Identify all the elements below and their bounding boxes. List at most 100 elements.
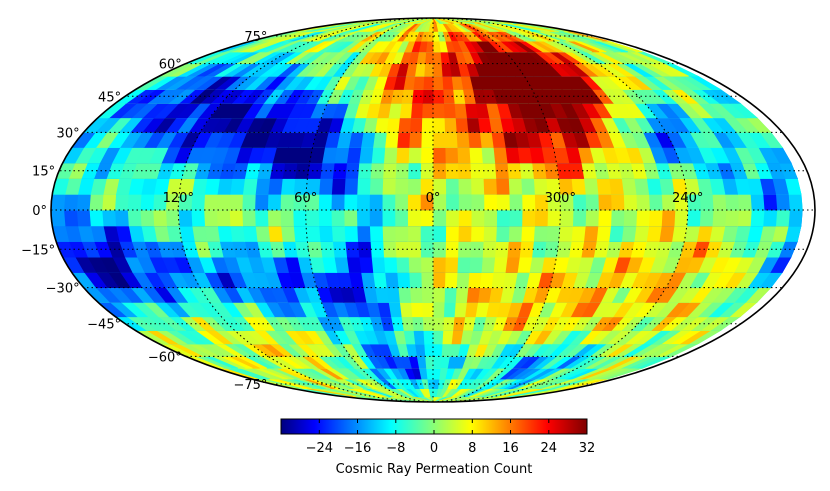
heatmap-cell (467, 131, 482, 148)
longitude-labels: 120° 60° 0° 300° 240° (163, 191, 704, 206)
heatmap-cell (622, 193, 638, 211)
latitude-tick-label: 45° (98, 90, 121, 105)
heatmap-cell (432, 63, 443, 77)
heatmap-cell (440, 63, 452, 77)
heatmap-cell (477, 117, 492, 133)
heatmap-cell (384, 272, 399, 289)
longitude-tick-label: 120° (163, 191, 194, 206)
heatmap-cell (394, 162, 409, 179)
colorbar-tick-label: 0 (430, 441, 438, 456)
heatmap-cell (317, 209, 332, 227)
heatmap-cell (518, 162, 534, 179)
heatmap-cell (508, 193, 523, 211)
latitude-tick-label: 60° (159, 58, 182, 73)
heatmap-cell (482, 225, 497, 242)
heatmap-cell (467, 272, 482, 289)
heatmap-cell (762, 209, 778, 227)
latitude-tick-label: −60° (148, 350, 182, 365)
heatmap-cell (229, 225, 246, 242)
heatmap-cell (421, 102, 434, 119)
heatmap-cell (749, 193, 765, 211)
heatmap-cell (711, 193, 727, 211)
heatmap-cell (343, 225, 359, 242)
heatmap-cell (610, 193, 625, 211)
heatmap-cell (453, 301, 467, 318)
heatmap-cell (608, 225, 624, 242)
heatmap-cell (445, 225, 459, 242)
colorbar-tick-label: −8 (386, 441, 405, 456)
heatmap-cell (439, 51, 450, 64)
heatmap-cell (660, 209, 676, 227)
heatmap-cell (216, 193, 231, 211)
heatmap-cell (457, 178, 472, 195)
longitude-tick-label: 60° (294, 191, 317, 206)
heatmap-cell (495, 178, 510, 195)
heatmap-cell (369, 225, 384, 242)
latitude-tick-label: −15° (21, 243, 55, 258)
heatmap-cell (370, 147, 386, 164)
heatmap-cell (407, 147, 422, 164)
heatmap-cell (635, 209, 650, 227)
heatmap-cell (383, 147, 398, 164)
heatmap-cell (279, 209, 294, 227)
heatmap-cell (305, 225, 321, 242)
heatmap-cell (595, 225, 612, 242)
heatmap-cell (468, 256, 483, 273)
heatmap-cell (280, 178, 296, 195)
meridian-line (177, 18, 434, 402)
heatmap-cell (76, 193, 91, 211)
heatmap-cell (51, 209, 66, 227)
heatmap-cell (165, 209, 180, 227)
heatmap-cell (409, 117, 423, 133)
heatmap-cell (241, 209, 256, 227)
heatmap-cell (368, 193, 383, 211)
heatmap-cell (331, 225, 346, 242)
heatmap-cell (76, 209, 91, 227)
heatmap-cell (432, 225, 447, 242)
heatmap-cell (407, 178, 421, 195)
heatmap-cell (450, 75, 464, 90)
heatmap-cell (521, 193, 536, 211)
heatmap-cell (506, 162, 522, 179)
heatmap-cell (445, 193, 459, 211)
heatmap-cell (343, 178, 359, 195)
heatmap-cell (383, 256, 398, 273)
heatmap-cell (397, 287, 412, 303)
heatmap-cell (480, 256, 496, 273)
heatmap-cell (620, 178, 637, 195)
latitude-tick-label: 75° (244, 30, 267, 45)
heatmap-cell (775, 209, 790, 227)
heatmap-cell (724, 193, 740, 211)
heatmap-cell (63, 193, 79, 211)
longitude-tick-label: 0° (426, 191, 441, 206)
heatmap-cell (496, 209, 510, 227)
heatmap-cell (421, 316, 434, 331)
heatmap-cell (410, 102, 423, 119)
colorbar-tick-label: −24 (306, 441, 333, 456)
heatmap-cell (457, 241, 472, 258)
heatmap-cell (292, 209, 307, 227)
heatmap-cell (358, 256, 374, 273)
heatmap-cell (407, 256, 422, 273)
heatmap-cell (622, 209, 638, 227)
heatmap-cell (126, 193, 142, 211)
heatmap-cell (395, 147, 410, 164)
heatmap-cell (545, 225, 561, 242)
heatmap-cell (450, 330, 464, 345)
heatmap-cell (432, 75, 444, 90)
heatmap-cell (420, 147, 434, 164)
heatmap-cell (597, 193, 612, 211)
heatmap-cell (63, 209, 79, 227)
heatmap-cell (420, 272, 434, 289)
heatmap-cell (456, 147, 471, 164)
heatmap-cell (432, 272, 446, 289)
colorbar: −24 −16 −8 0 8 16 24 32 Cosmic Ray Permeation C… (280, 418, 595, 477)
heatmap-cell (468, 147, 483, 164)
heatmap-cell (432, 301, 445, 318)
heatmap-cell (397, 117, 412, 133)
heatmap-cell (228, 209, 244, 227)
heatmap-cell (368, 209, 383, 227)
heatmap-cell (356, 209, 370, 227)
colorbar-tick-label: 16 (502, 441, 519, 456)
heatmap-cell (749, 209, 765, 227)
